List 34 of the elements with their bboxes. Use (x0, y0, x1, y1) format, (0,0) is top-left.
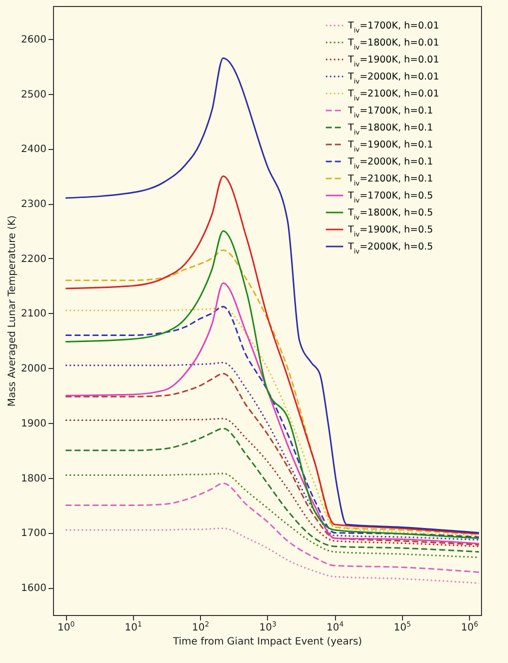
x-tick-label: 10$^{2}$ (192, 620, 210, 634)
y-axis-title: Mass Averaged Lunar Temperature (K) (7, 215, 18, 407)
x-tick-label: 10$^{3}$ (259, 620, 276, 634)
legend-label: T$_{iv}$=1700K, h=0.1 (347, 106, 434, 120)
legend-label: T$_{iv}$=2100K, h=0.1 (347, 174, 434, 188)
legend-label: T$_{iv}$=2000K, h=0.1 (347, 156, 434, 170)
legend-label: T$_{iv}$=1900K, h=0.01 (347, 54, 440, 68)
y-tick-label: 2000 (21, 364, 46, 375)
y-tick-label: 1600 (21, 583, 46, 594)
y-tick-label: 1800 (21, 473, 46, 484)
legend-label: T$_{iv}$=1800K, h=0.01 (347, 38, 440, 52)
legend-label: T$_{iv}$=1800K, h=0.5 (347, 208, 434, 222)
y-tick-label: 1700 (21, 528, 46, 540)
legend-label: T$_{iv}$=1700K, h=0.01 (347, 20, 440, 34)
y-tick-label: 2300 (21, 199, 46, 210)
legend-label: T$_{iv}$=1900K, h=0.5 (347, 224, 434, 238)
y-tick-label: 2400 (21, 144, 46, 156)
legend-label: T$_{iv}$=2000K, h=0.01 (347, 72, 440, 86)
x-axis-title: Time from Giant Impact Event (years) (172, 636, 362, 648)
x-tick-label: 10$^{6}$ (461, 620, 479, 634)
x-tick-label: 10$^{0}$ (57, 620, 75, 634)
y-tick-label: 2100 (21, 308, 46, 320)
legend-label: T$_{iv}$=1900K, h=0.1 (347, 140, 434, 154)
legend-label: T$_{iv}$=2000K, h=0.5 (347, 242, 434, 256)
x-tick-label: 10$^{1}$ (124, 620, 142, 634)
y-tick-label: 1900 (21, 418, 46, 430)
y-tick-label: 2200 (21, 254, 46, 265)
x-tick-label: 10$^{4}$ (326, 620, 344, 634)
legend-label: T$_{iv}$=1700K, h=0.5 (347, 190, 434, 204)
y-tick-label: 2600 (21, 34, 46, 46)
x-tick-label: 10$^{5}$ (394, 620, 411, 634)
legend-label: T$_{iv}$=2100K, h=0.01 (347, 88, 440, 102)
y-tick-label: 2500 (21, 89, 46, 100)
legend-label: T$_{iv}$=1800K, h=0.1 (347, 122, 434, 136)
